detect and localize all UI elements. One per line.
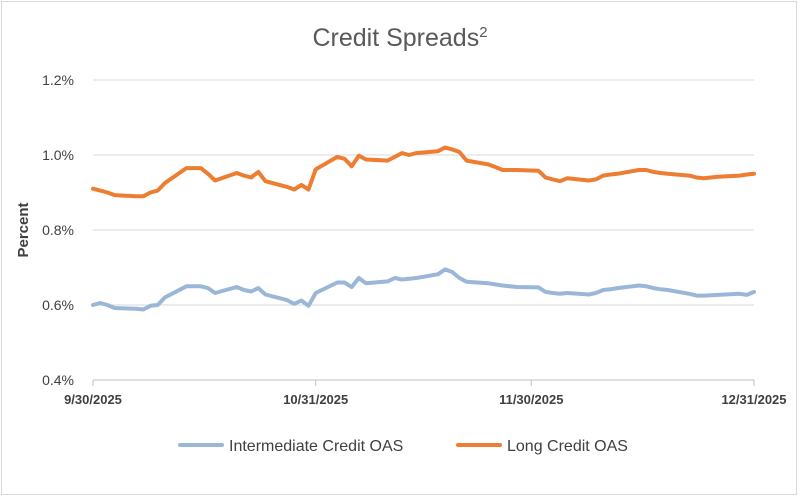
series-lines (91, 145, 756, 312)
y-tick-label: 0.6% (42, 297, 74, 313)
chart-title-text: Credit Spreads (312, 24, 479, 52)
gridlines (93, 79, 754, 306)
x-tick-label: 11/30/2025 (499, 392, 563, 407)
axes: 0.4% 0.6% 0.8% 1.0% 1.2% 9/30/2025 10/31/2025 1… (42, 72, 786, 407)
y-tick-label: 1.2% (42, 72, 74, 88)
y-tick-label: 0.8% (42, 222, 74, 238)
y-axis-label: Percent (15, 202, 32, 257)
legend-label: Intermediate Credit OAS (229, 438, 403, 455)
chart-title-superscript: 2 (479, 24, 487, 41)
y-tick-label: 0.4% (42, 372, 74, 388)
x-tick-label: 12/31/2025 (721, 392, 786, 407)
series-line-intermediate-credit-oas (91, 267, 756, 312)
x-tick-label: 9/30/2025 (64, 392, 122, 407)
legend: Intermediate Credit OAS Long Credit OAS (178, 438, 628, 455)
x-tick-label: 10/31/2025 (283, 392, 348, 407)
chart-title: Credit Spreads2 (312, 24, 487, 52)
series-line-long-credit-oas (91, 145, 756, 199)
legend-label: Long Credit OAS (507, 438, 628, 455)
y-tick-label: 1.0% (42, 147, 74, 163)
